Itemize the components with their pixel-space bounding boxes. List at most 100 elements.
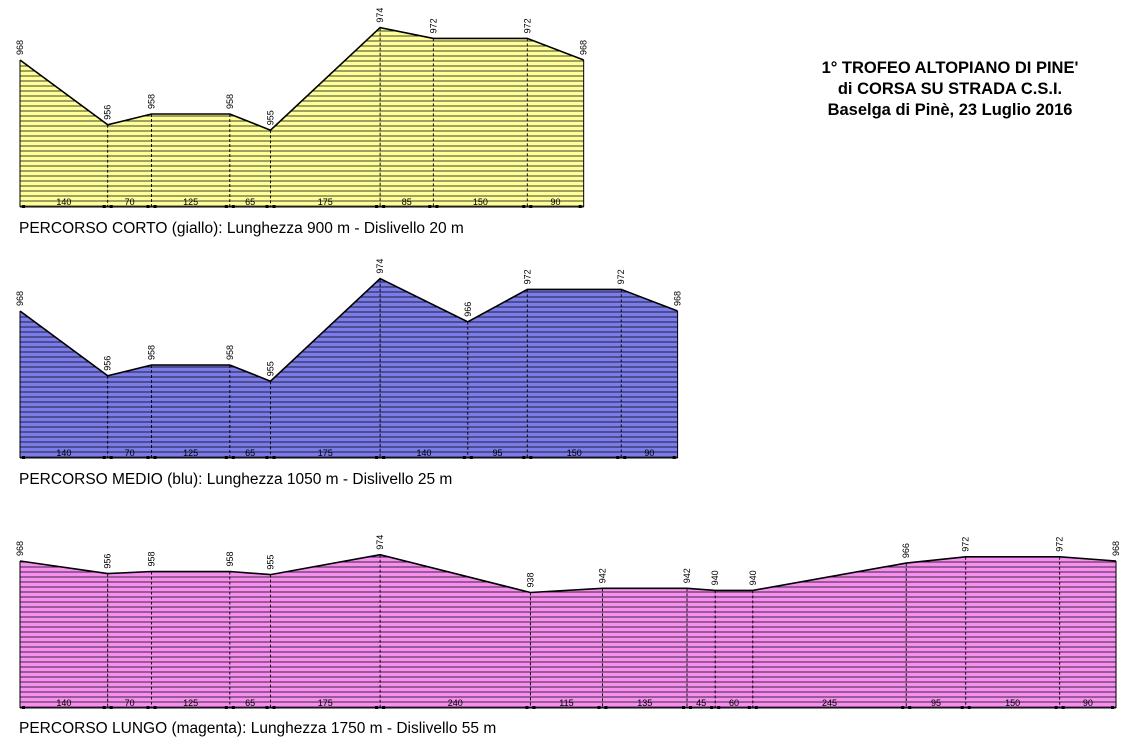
segment-tick <box>901 706 905 709</box>
altitude-label: 955 <box>266 361 276 376</box>
segment-tick <box>231 456 235 459</box>
segment-tick <box>231 205 235 208</box>
altitude-label: 972 <box>1055 537 1065 552</box>
segment-tick <box>522 456 526 459</box>
segment-tick <box>604 706 608 709</box>
segment-tick <box>578 205 582 208</box>
segment-tick <box>1054 706 1058 709</box>
segment-length-label: 140 <box>56 197 71 207</box>
segment-length-label: 95 <box>931 698 941 708</box>
segment-tick <box>717 706 721 709</box>
segment-length-label: 150 <box>567 448 582 458</box>
altitude-label: 972 <box>961 537 971 552</box>
segment-tick <box>224 205 228 208</box>
caption-lungo: PERCORSO LUNGO (magenta): Lunghezza 1750… <box>19 720 497 737</box>
segment-tick <box>272 706 276 709</box>
title-line-3: Baselga di Pinè, 23 Luglio 2016 <box>827 101 1073 119</box>
segment-tick <box>265 205 269 208</box>
segment-tick <box>109 706 113 709</box>
segment-length-label: 90 <box>1083 698 1093 708</box>
segment-tick <box>146 706 150 709</box>
area-medio <box>20 278 678 458</box>
area-lungo <box>20 554 1116 708</box>
altitude-label: 968 <box>579 40 589 55</box>
altitude-label: 972 <box>616 269 626 284</box>
segment-tick <box>382 456 386 459</box>
segment-tick <box>265 456 269 459</box>
segment-length-label: 70 <box>125 197 135 207</box>
segment-tick <box>231 706 235 709</box>
segment-tick <box>102 456 106 459</box>
altitude-label: 958 <box>147 94 157 109</box>
segment-tick <box>529 456 533 459</box>
segment-length-label: 175 <box>318 197 333 207</box>
segment-tick <box>462 456 466 459</box>
segment-length-label: 125 <box>183 698 198 708</box>
segment-tick <box>22 456 25 459</box>
altitude-label: 966 <box>901 543 911 558</box>
segment-tick <box>525 706 529 709</box>
segment-tick <box>672 456 676 459</box>
segment-tick <box>960 706 964 709</box>
segment-length-label: 45 <box>696 698 706 708</box>
segment-tick <box>102 706 106 709</box>
segment-tick <box>529 205 533 208</box>
segment-tick <box>682 706 686 709</box>
segment-tick <box>224 706 228 709</box>
altitude-label: 958 <box>225 551 235 566</box>
segment-tick <box>109 456 113 459</box>
altitude-label: 974 <box>375 259 385 274</box>
altitude-label: 955 <box>266 555 276 570</box>
segment-tick <box>710 706 714 709</box>
segment-length-label: 135 <box>637 698 652 708</box>
segment-tick <box>908 706 912 709</box>
altitude-label: 966 <box>463 302 473 317</box>
title-line-2: di CORSA SU STRADA C.S.I. <box>837 80 1063 98</box>
segment-tick <box>754 706 758 709</box>
segment-length-label: 140 <box>56 448 71 458</box>
segment-tick <box>272 456 276 459</box>
segment-length-label: 150 <box>1005 698 1020 708</box>
segment-length-label: 140 <box>56 698 71 708</box>
segment-length-label: 85 <box>402 197 412 207</box>
altitude-label: 940 <box>748 570 758 585</box>
segment-tick <box>375 706 379 709</box>
altitude-label: 968 <box>15 40 25 55</box>
altitude-label: 972 <box>522 269 532 284</box>
altitude-label: 972 <box>522 18 532 33</box>
segment-tick <box>272 205 276 208</box>
segment-length-label: 65 <box>245 197 255 207</box>
altitude-label: 968 <box>15 291 25 306</box>
altitude-label: 974 <box>375 535 385 550</box>
segment-tick <box>146 456 150 459</box>
segment-tick <box>532 706 536 709</box>
segment-tick <box>597 706 601 709</box>
segment-length-label: 175 <box>318 448 333 458</box>
segment-tick <box>224 456 228 459</box>
segment-length-label: 125 <box>183 448 198 458</box>
segment-tick <box>1111 706 1115 709</box>
segment-tick <box>1061 706 1065 709</box>
segment-tick <box>689 706 693 709</box>
segment-tick <box>102 205 106 208</box>
altitude-label: 958 <box>225 94 235 109</box>
segment-tick <box>382 205 386 208</box>
race-title: 1° TROFEO ALTOPIANO DI PINE' di CORSA SU… <box>760 58 1137 121</box>
segment-length-label: 140 <box>416 448 431 458</box>
altitude-label: 968 <box>1111 541 1121 556</box>
segment-tick <box>22 706 25 709</box>
segment-tick <box>382 706 386 709</box>
title-line-1: 1° TROFEO ALTOPIANO DI PINE' <box>821 59 1079 77</box>
segment-tick <box>623 456 627 459</box>
segment-tick <box>146 205 150 208</box>
segment-tick <box>428 205 432 208</box>
segment-length-label: 125 <box>183 197 198 207</box>
segment-length-label: 95 <box>493 448 503 458</box>
segment-length-label: 60 <box>729 698 739 708</box>
altitude-label: 972 <box>428 18 438 33</box>
caption-medio: PERCORSO MEDIO (blu): Lunghezza 1050 m -… <box>19 471 453 488</box>
segment-tick <box>616 456 620 459</box>
